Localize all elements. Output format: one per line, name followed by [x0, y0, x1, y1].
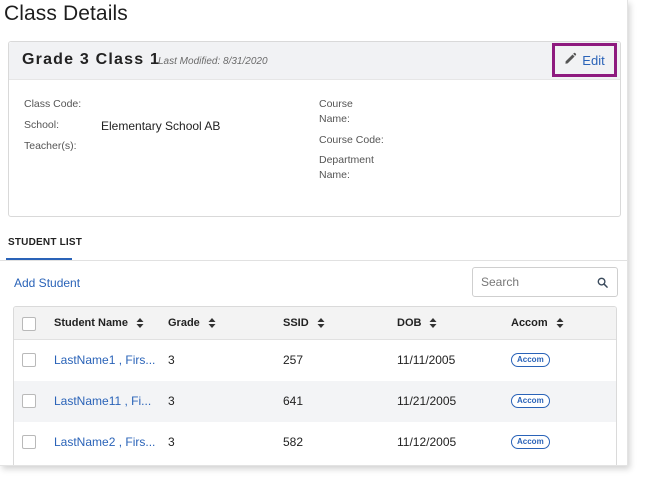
class-card-header: Grade 3 Class 1 Last Modified: 8/31/2020…: [9, 42, 620, 80]
course-code-label: Course Code:: [319, 134, 384, 146]
sort-icon: [429, 318, 437, 328]
column-header-accom[interactable]: Accom: [511, 317, 564, 329]
column-header-grade[interactable]: Grade: [168, 317, 216, 329]
course-name-label-2: Name:: [319, 113, 350, 125]
ssid-cell: 257: [283, 353, 304, 367]
ssid-cell: 641: [283, 394, 304, 408]
search-box: [472, 267, 618, 297]
sort-icon: [556, 318, 564, 328]
pencil-icon: [564, 52, 577, 68]
ssid-cell: 582: [283, 435, 304, 449]
department-name-label: Department: [319, 154, 374, 166]
grade-cell: 3: [168, 394, 175, 408]
dob-cell: 11/11/2005: [397, 353, 456, 367]
class-info-card: Grade 3 Class 1 Last Modified: 8/31/2020…: [8, 41, 621, 217]
course-name-label: Course: [319, 98, 353, 110]
column-label: Grade: [168, 317, 200, 329]
dob-cell: 11/12/2005: [397, 435, 457, 449]
tab-bar: STUDENT LIST: [0, 233, 627, 261]
accom-badge[interactable]: Accom: [511, 435, 550, 449]
class-name: Grade 3 Class 1: [22, 51, 161, 68]
school-value: Elementary School AB: [101, 119, 221, 133]
column-label: SSID: [283, 317, 309, 329]
column-label: Accom: [511, 317, 548, 329]
student-name-link[interactable]: LastName1 , Firs...: [54, 353, 156, 367]
sort-icon: [208, 318, 216, 328]
column-label: DOB: [397, 317, 422, 329]
table-row: LastName11 , Fi... 3 641 11/21/2005 Acco…: [14, 381, 616, 422]
dob-cell: 11/21/2005: [397, 394, 457, 408]
last-modified: Last Modified: 8/31/2020: [158, 56, 268, 67]
column-header-student-name[interactable]: Student Name: [54, 317, 144, 329]
table-row: LastName2 , Firs... 3 582 11/12/2005 Acc…: [14, 422, 616, 463]
student-name-link[interactable]: LastName11 , Fi...: [54, 394, 152, 408]
table-header: Student Name Grade SSID DOB Accom: [14, 307, 616, 340]
add-student-link[interactable]: Add Student: [14, 276, 81, 290]
tab-student-list[interactable]: STUDENT LIST: [8, 237, 83, 248]
department-name-label-2: Name:: [319, 169, 350, 181]
school-label: School:: [24, 119, 60, 131]
grade-cell: 3: [168, 353, 175, 367]
row-checkbox[interactable]: [22, 394, 36, 408]
column-header-ssid[interactable]: SSID: [283, 317, 325, 329]
teachers-label: Teacher(s):: [24, 140, 77, 152]
search-input[interactable]: [481, 274, 591, 290]
column-header-dob[interactable]: DOB: [397, 317, 437, 329]
row-checkbox[interactable]: [22, 435, 36, 449]
sort-icon: [317, 318, 325, 328]
select-all-checkbox[interactable]: [22, 317, 36, 331]
student-name-link[interactable]: LastName2 , Firs...: [54, 435, 156, 449]
row-checkbox[interactable]: [22, 353, 36, 367]
table-row: LastName1 , Firs... 3 257 11/11/2005 Acc…: [14, 340, 616, 381]
student-table: Student Name Grade SSID DOB Accom La: [13, 306, 617, 465]
edit-label: Edit: [582, 52, 605, 68]
grade-cell: 3: [168, 435, 175, 449]
active-tab-indicator: [6, 258, 72, 260]
edit-button[interactable]: Edit: [552, 43, 617, 77]
accom-badge[interactable]: Accom: [511, 353, 550, 367]
class-code-label: Class Code:: [24, 98, 82, 110]
page-title: Class Details: [4, 2, 128, 25]
app-window: Class Details Grade 3 Class 1 Last Modif…: [0, 0, 628, 466]
accom-badge[interactable]: Accom: [511, 394, 550, 408]
sort-icon: [136, 318, 144, 328]
column-label: Student Name: [54, 317, 128, 329]
